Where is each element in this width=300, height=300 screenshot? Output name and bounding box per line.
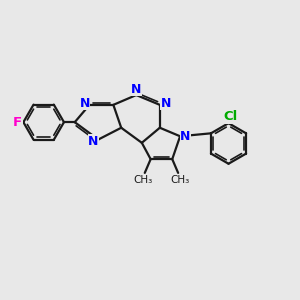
Text: N: N <box>131 82 141 96</box>
Text: Cl: Cl <box>223 110 237 123</box>
Text: CH₃: CH₃ <box>170 175 189 185</box>
Text: N: N <box>160 97 171 110</box>
Text: N: N <box>88 135 99 148</box>
Text: CH₃: CH₃ <box>134 175 153 185</box>
Text: F: F <box>13 116 22 129</box>
Text: N: N <box>80 97 90 110</box>
Text: N: N <box>180 130 190 143</box>
